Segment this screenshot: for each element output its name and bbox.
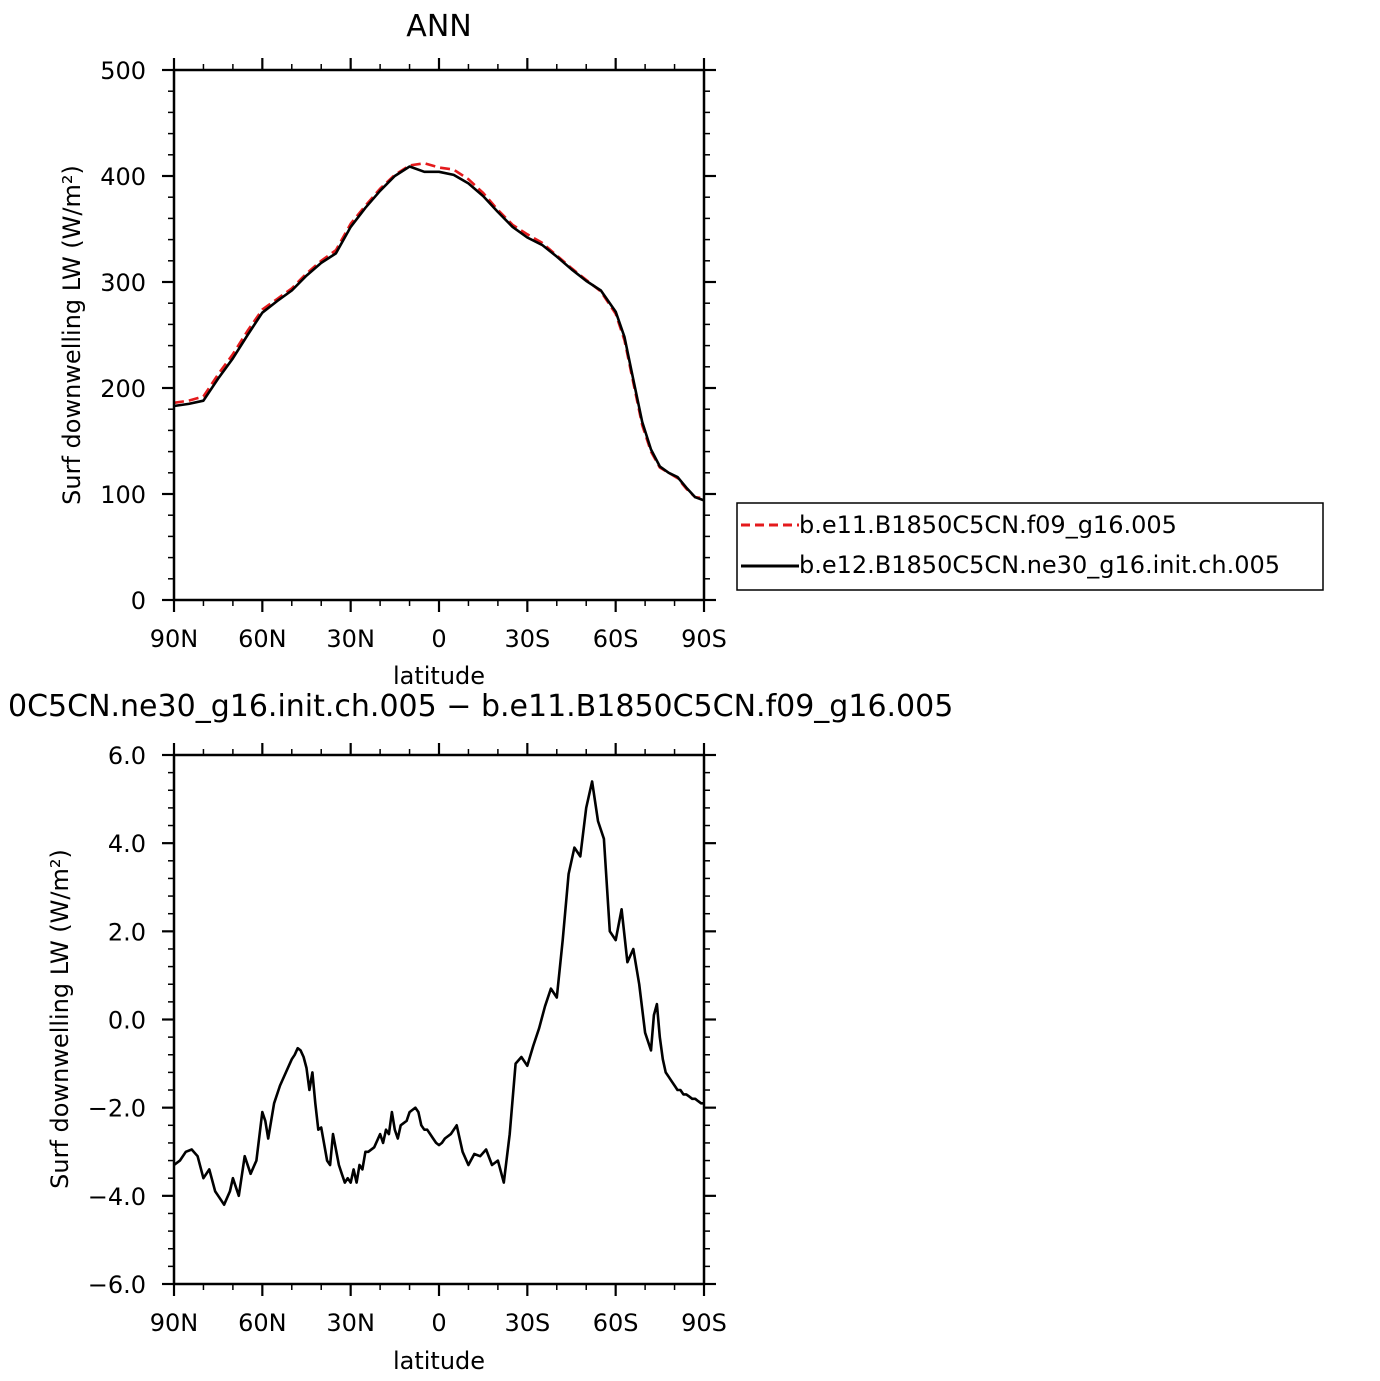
panel0-y-tick-label: 500 (100, 57, 146, 85)
top-series-group (173, 162, 705, 502)
panel0-x-tick-label: 60S (593, 625, 639, 653)
panel1-x-tick-label: 60S (593, 1309, 639, 1337)
bottom-panel-title: 0C5CN.ne30_g16.init.ch.005 − b.e11.B1850… (8, 689, 953, 724)
bottom-plot-frame (172, 753, 706, 1286)
panel0-y-tick-label: 300 (100, 269, 146, 297)
panel1-x-tick-label: 0 (431, 1309, 446, 1337)
bottom-ticks-group: 90N 60N 30N 0 30S 60S 90S −6.0 −4.0 −2.0 0.0 2.0 4.0… (88, 742, 727, 1337)
panel1-y-tick-label: −6.0 (88, 1271, 146, 1299)
legend-label-1: b.e11.B1850C5CN.f09_g16.005 (799, 511, 1177, 539)
panel1-y-tick-label: 4.0 (108, 830, 146, 858)
panel0-x-tick-label: 90S (681, 625, 727, 653)
bottom-x-axis-label: latitude (393, 1347, 485, 1375)
panel0-series-1-line (173, 165, 705, 502)
panel1-x-tick-label: 90N (150, 1309, 199, 1337)
bottom-y-axis-label: Surf downwelling LW (W/m²) (46, 849, 74, 1189)
panel1-y-tick-label: 6.0 (108, 742, 146, 770)
panel0-x-tick-label: 90N (150, 625, 199, 653)
top-panel: ANN 90N 60N 30N 0 30S 60S 90S0100200300400500 … (58, 9, 727, 690)
bottom-series-group (173, 780, 704, 1206)
panel0-x-tick-label: 30S (504, 625, 550, 653)
top-x-axis-label: latitude (393, 662, 485, 690)
top-panel-title: ANN (406, 9, 471, 44)
panel1-x-tick-label: 30S (504, 1309, 550, 1337)
panel1-y-tick-label: −2.0 (88, 1095, 146, 1123)
panel0-y-tick-label: 200 (100, 375, 146, 403)
panel0-x-tick-label: 0 (431, 625, 446, 653)
legend-label-2: b.e12.B1850C5CN.ne30_g16.init.ch.005 (799, 551, 1280, 579)
panel0-series-0-line (173, 162, 705, 500)
panel0-y-tick-label: 0 (131, 587, 146, 615)
panel1-x-tick-label: 60N (238, 1309, 287, 1337)
panel1-x-tick-label: 90S (681, 1309, 727, 1337)
panel0-x-tick-label: 30N (326, 625, 375, 653)
top-ticks-group: 90N 60N 30N 0 30S 60S 90S 0 100 200 300 400 500 (100, 57, 727, 653)
panel1-y-tick-label: −4.0 (88, 1183, 146, 1211)
legend-box (736, 502, 1324, 591)
top-y-axis-label: Surf downwelling LW (W/m²) (58, 165, 86, 505)
panel0-y-tick-label: 400 (100, 163, 146, 191)
panel1-series-0-line (173, 780, 704, 1206)
legend: b.e11.B1850C5CN.f09_g16.005 b.e12.B1850C… (736, 502, 1324, 591)
panel1-x-tick-label: 30N (326, 1309, 375, 1337)
panel1-y-tick-label: 2.0 (108, 918, 146, 946)
panel0-y-tick-label: 100 (100, 481, 146, 509)
bottom-panel: 0C5CN.ne30_g16.init.ch.005 − b.e11.B1850… (8, 689, 953, 1375)
panel1-y-tick-label: 0.0 (108, 1007, 146, 1035)
panel0-x-tick-label: 60N (238, 625, 287, 653)
